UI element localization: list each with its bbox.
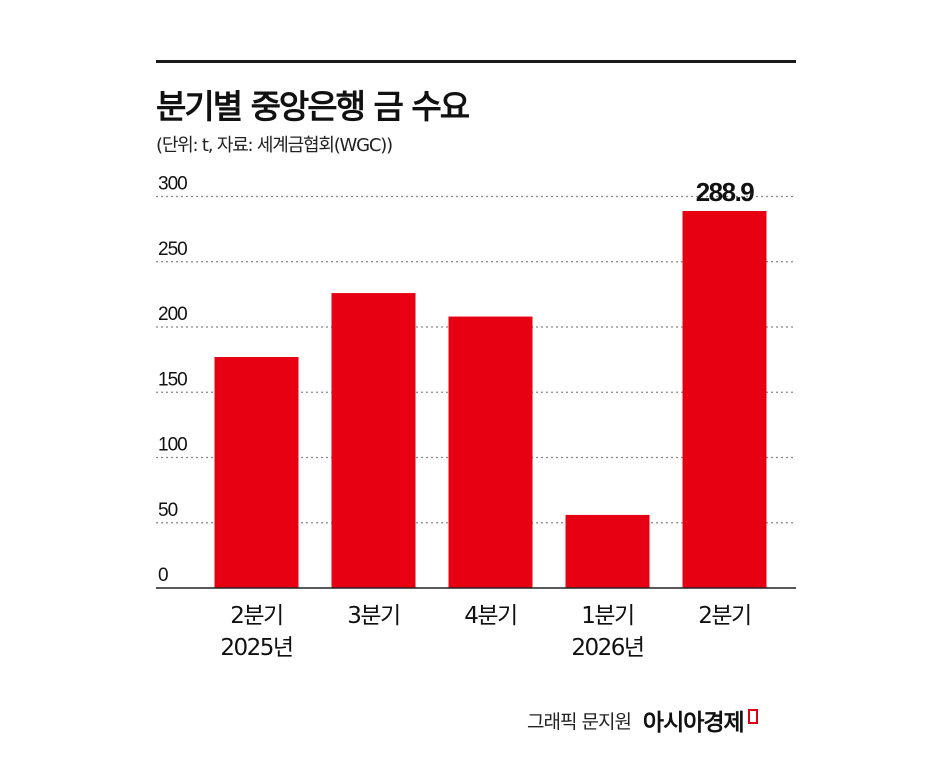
x-tick-label: 2025년 xyxy=(220,635,292,661)
y-tick-label: 50 xyxy=(158,500,178,521)
bar xyxy=(565,514,650,588)
bar xyxy=(448,316,533,588)
x-tick-label: 3분기 xyxy=(347,603,399,629)
bar xyxy=(331,293,416,588)
data-label: 288.9 xyxy=(696,177,755,207)
x-tick-label: 1분기 xyxy=(581,603,633,629)
bar xyxy=(682,210,767,588)
chart-subtitle: (단위: t, 자료: 세계금협회(WGC)) xyxy=(156,135,393,156)
top-rule xyxy=(156,60,796,63)
y-tick-label: 250 xyxy=(158,239,187,260)
y-tick-label: 300 xyxy=(158,174,187,195)
x-tick-label: 2026년 xyxy=(571,635,643,661)
y-tick-label: 0 xyxy=(158,565,168,586)
x-tick-label: 4분기 xyxy=(464,603,516,629)
x-tick-label: 2분기 xyxy=(698,603,750,629)
credit-text: 그래픽 문지원 xyxy=(527,710,632,733)
y-tick-label: 100 xyxy=(158,435,187,456)
credit: 그래픽 문지원 아시아경제 xyxy=(527,703,758,737)
y-tick-label: 150 xyxy=(158,369,187,390)
x-tick-label: 2분기 xyxy=(230,603,282,629)
y-tick-label: 200 xyxy=(158,304,187,325)
brand-mark-icon xyxy=(747,708,758,724)
brand-logo: 아시아경제 xyxy=(642,710,745,736)
bar xyxy=(214,357,299,588)
chart-title: 분기별 중앙은행 금 수요 xyxy=(156,87,470,126)
